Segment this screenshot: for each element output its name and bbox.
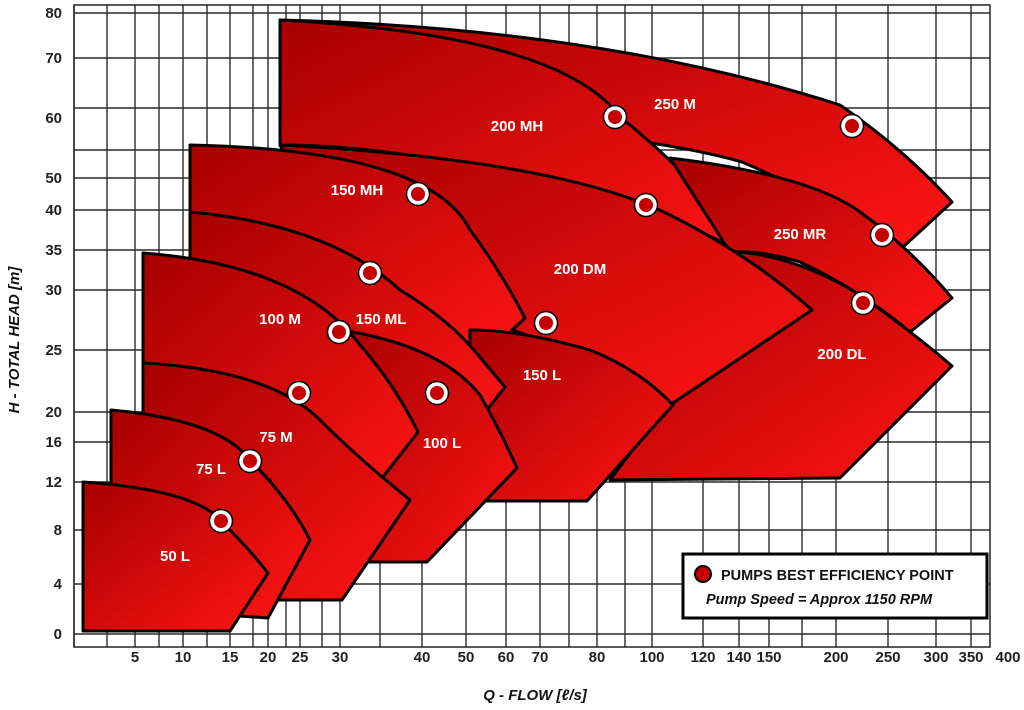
region-150-l (468, 328, 675, 503)
y-axis-title: H - TOTAL HEAD [m] (6, 266, 23, 414)
label-50-l: 50 L (160, 548, 190, 565)
bep-marker-200-mh (604, 106, 626, 128)
bep-marker-75-l (239, 450, 261, 472)
x-tick-label: 25 (292, 649, 309, 666)
y-tick-label: 40 (45, 202, 62, 219)
label-200-mh: 200 MH (491, 118, 544, 135)
x-tick-label: 400 (995, 649, 1020, 666)
bep-marker-outline (633, 192, 659, 218)
bep-marker-250-m (841, 115, 863, 137)
bep-marker-outline (869, 222, 895, 248)
bep-marker-50-l (210, 510, 232, 532)
x-tick-label: 250 (875, 649, 900, 666)
region-labels: 50 L 75 L 75 M 100 M 100 L 150 ML 150 MH… (160, 96, 867, 565)
label-150-ml: 150 ML (356, 311, 407, 328)
bep-marker-outline (839, 113, 865, 139)
y-tick-label: 25 (45, 342, 62, 359)
best-efficiency-points (208, 104, 895, 534)
bep-marker-outline (424, 380, 450, 406)
bep-marker-outline (850, 290, 876, 316)
y-tick-label: 16 (45, 434, 62, 451)
y-tick-label: 12 (45, 474, 62, 491)
bep-marker-150-mh (407, 183, 429, 205)
y-tick-label: 20 (45, 404, 62, 421)
y-tick-label: 4 (54, 576, 63, 593)
bep-marker-outline (326, 319, 352, 345)
x-tick-label: 40 (414, 649, 431, 666)
x-tick-label: 60 (498, 649, 515, 666)
legend-box (681, 552, 989, 620)
y-tick-label: 50 (45, 170, 62, 187)
x-tick-label: 150 (756, 649, 781, 666)
x-tick-label: 5 (131, 649, 139, 666)
y-tick-label: 8 (54, 522, 62, 539)
y-tick-label: 35 (45, 242, 62, 259)
legend-marker-label: PUMPS BEST EFFICIENCY POINT (721, 568, 954, 584)
y-axis-ticks: 0 4 8 12 16 20 25 30 35 40 50 60 70 80 (45, 5, 62, 643)
bep-marker-150-l (535, 312, 557, 334)
bep-marker-200-dm (635, 194, 657, 216)
bep-marker-200-dl (852, 292, 874, 314)
x-tick-label: 120 (690, 649, 715, 666)
region-250-mr (668, 156, 954, 334)
label-100-l: 100 L (423, 435, 461, 452)
label-250-m: 250 M (654, 96, 696, 113)
x-tick-label: 350 (958, 649, 983, 666)
y-tick-label: 0 (54, 626, 62, 643)
x-tick-label: 15 (222, 649, 239, 666)
x-tick-label: 300 (923, 649, 948, 666)
x-tick-label: 10 (175, 649, 192, 666)
label-100-m: 100 M (259, 311, 301, 328)
label-200-dm: 200 DM (554, 261, 607, 278)
y-tick-label: 60 (45, 110, 62, 127)
bep-marker-outline (405, 181, 431, 207)
x-tick-label: 140 (726, 649, 751, 666)
legend-pump-speed: Pump Speed = Approx 1150 RPM (706, 592, 933, 608)
bep-marker-100-l (426, 382, 448, 404)
legend: PUMPS BEST EFFICIENCY POINT Pump Speed =… (681, 552, 989, 620)
y-tick-label: 70 (45, 50, 62, 67)
bep-marker-outline (533, 310, 559, 336)
bep-marker-100-m (328, 321, 350, 343)
bep-marker-75-m (288, 382, 310, 404)
bep-marker-250-mr (871, 224, 893, 246)
bep-marker-outline (357, 260, 383, 286)
label-200-dl: 200 DL (817, 346, 866, 363)
x-tick-label: 200 (823, 649, 848, 666)
label-250-mr: 250 MR (774, 226, 827, 243)
bep-marker-150-ml (359, 262, 381, 284)
y-tick-label: 80 (45, 5, 62, 22)
x-tick-label: 20 (260, 649, 277, 666)
label-75-m: 75 M (259, 429, 292, 446)
x-tick-label: 70 (532, 649, 549, 666)
bep-marker-outline (237, 448, 263, 474)
x-tick-label: 100 (639, 649, 664, 666)
bep-marker-outline (208, 508, 234, 534)
bep-marker-outline (286, 380, 312, 406)
x-tick-label: 50 (458, 649, 475, 666)
y-tick-label: 30 (45, 282, 62, 299)
x-tick-label: 80 (589, 649, 606, 666)
region-75-m (141, 361, 412, 602)
legend-marker-icon (694, 565, 712, 583)
x-axis-ticks: 5 10 15 20 25 30 40 50 60 70 80 100 120 140 150 200 250 3… (131, 649, 1021, 666)
label-150-l: 150 L (523, 367, 561, 384)
x-tick-label: 30 (332, 649, 349, 666)
label-150-mh: 150 MH (331, 182, 384, 199)
label-75-l: 75 L (196, 461, 226, 478)
bep-marker-outline (602, 104, 628, 130)
x-axis-title: Q - FLOW [ℓ/s] (483, 687, 588, 704)
